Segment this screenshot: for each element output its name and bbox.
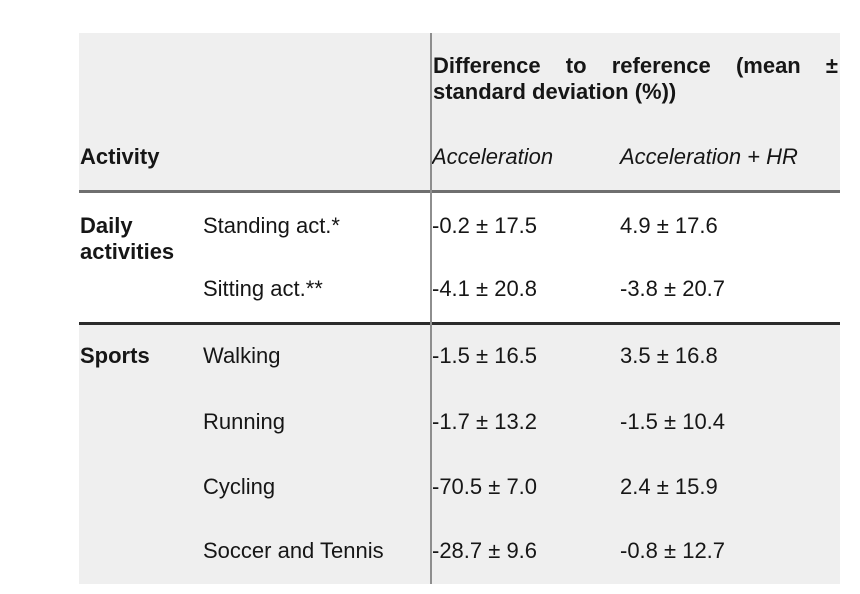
table-header-band: Difference to reference (mean ± standard… — [79, 33, 840, 193]
row-activity-label: Walking — [203, 343, 281, 368]
value-acceleration: -1.5 ± 16.5 — [432, 343, 538, 368]
section-sports: Sports Walking -1.5 ± 16.5 3.5 ± 16.8 Ru… — [79, 325, 840, 584]
row-activity-label: Soccer and Tennis — [203, 538, 384, 563]
value-acceleration: -4.1 ± 20.8 — [432, 276, 538, 301]
column-group-header-line2: standard deviation (%)) — [433, 79, 677, 104]
value-acceleration-hr: 3.5 ± 16.8 — [620, 343, 718, 368]
section-group-label: Sports — [80, 343, 150, 368]
section-daily-activities: Daily activities Standing act.* -0.2 ± 1… — [79, 193, 840, 325]
value-acceleration: -28.7 ± 9.6 — [432, 538, 538, 563]
row-activity-label: Standing act.* — [203, 213, 340, 238]
value-acceleration: -70.5 ± 7.0 — [432, 474, 538, 499]
value-acceleration: -0.2 ± 17.5 — [432, 213, 538, 238]
value-acceleration-hr: 4.9 ± 17.6 — [620, 213, 718, 238]
value-acceleration-hr: -0.8 ± 12.7 — [620, 538, 726, 563]
column-group-header-line1: Difference to reference (mean ± — [433, 53, 838, 78]
value-acceleration-hr: 2.4 ± 15.9 — [620, 474, 718, 499]
column-group-header: Difference to reference (mean ± standard… — [433, 53, 838, 105]
value-acceleration: -1.7 ± 13.2 — [432, 409, 538, 434]
column-header-acceleration: Acceleration — [432, 144, 554, 169]
value-acceleration-hr: -1.5 ± 10.4 — [620, 409, 726, 434]
row-activity-label: Cycling — [203, 474, 276, 499]
section-group-label: Daily activities — [80, 213, 175, 264]
column-divider-line — [430, 33, 432, 584]
value-acceleration-hr: -3.8 ± 20.7 — [620, 276, 726, 301]
row-activity-label: Sitting act.** — [203, 276, 323, 301]
activity-results-table: Difference to reference (mean ± standard… — [79, 33, 840, 584]
row-activity-label: Running — [203, 409, 285, 434]
column-header-acceleration-hr: Acceleration + HR — [620, 144, 798, 169]
column-header-activity: Activity — [80, 144, 160, 169]
